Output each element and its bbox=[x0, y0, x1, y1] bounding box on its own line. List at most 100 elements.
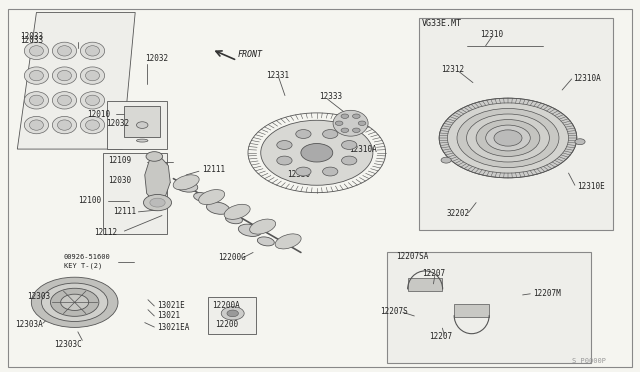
FancyBboxPatch shape bbox=[419, 18, 613, 230]
Circle shape bbox=[323, 129, 338, 138]
Text: 12200G: 12200G bbox=[218, 253, 246, 263]
Text: 12111: 12111 bbox=[113, 207, 136, 217]
Circle shape bbox=[143, 195, 172, 211]
Circle shape bbox=[136, 122, 148, 128]
Ellipse shape bbox=[86, 70, 100, 81]
Polygon shape bbox=[145, 155, 170, 203]
Text: 13021: 13021 bbox=[157, 311, 180, 320]
Ellipse shape bbox=[207, 202, 230, 214]
Circle shape bbox=[353, 128, 360, 132]
Ellipse shape bbox=[136, 139, 148, 142]
Circle shape bbox=[486, 125, 531, 151]
Circle shape bbox=[447, 103, 568, 173]
Ellipse shape bbox=[29, 120, 44, 130]
Circle shape bbox=[335, 121, 343, 125]
Ellipse shape bbox=[52, 67, 77, 84]
Ellipse shape bbox=[257, 237, 275, 246]
Circle shape bbox=[51, 288, 99, 316]
Ellipse shape bbox=[52, 42, 77, 60]
Ellipse shape bbox=[24, 42, 49, 60]
Text: S P0000P: S P0000P bbox=[572, 358, 605, 365]
Ellipse shape bbox=[58, 46, 72, 56]
Text: 12207M: 12207M bbox=[534, 289, 561, 298]
Text: 12207S: 12207S bbox=[381, 307, 408, 316]
Circle shape bbox=[61, 294, 89, 310]
Circle shape bbox=[439, 98, 577, 178]
Ellipse shape bbox=[194, 193, 211, 202]
FancyBboxPatch shape bbox=[8, 9, 632, 367]
Circle shape bbox=[457, 109, 559, 167]
Text: 12032: 12032 bbox=[106, 119, 130, 128]
Ellipse shape bbox=[52, 92, 77, 109]
Text: 12310A: 12310A bbox=[349, 145, 376, 154]
Circle shape bbox=[42, 283, 108, 321]
Ellipse shape bbox=[24, 116, 49, 134]
Circle shape bbox=[301, 144, 333, 162]
Ellipse shape bbox=[29, 95, 44, 106]
FancyBboxPatch shape bbox=[124, 106, 160, 137]
Circle shape bbox=[467, 114, 549, 162]
Text: 12331: 12331 bbox=[266, 71, 289, 80]
Circle shape bbox=[260, 120, 373, 185]
Text: 12333: 12333 bbox=[319, 92, 342, 101]
Text: 12033: 12033 bbox=[20, 32, 44, 41]
Ellipse shape bbox=[86, 120, 100, 130]
Circle shape bbox=[296, 167, 311, 176]
Text: 12303A: 12303A bbox=[15, 320, 43, 329]
Circle shape bbox=[296, 129, 311, 138]
Circle shape bbox=[341, 128, 349, 132]
Text: 12200: 12200 bbox=[215, 320, 238, 329]
Text: 12030: 12030 bbox=[108, 176, 132, 185]
Ellipse shape bbox=[81, 116, 104, 134]
Circle shape bbox=[441, 157, 451, 163]
FancyBboxPatch shape bbox=[103, 153, 167, 234]
Text: 12010: 12010 bbox=[88, 109, 111, 119]
Circle shape bbox=[323, 167, 338, 176]
Text: 12112: 12112 bbox=[94, 228, 117, 237]
Circle shape bbox=[494, 130, 522, 146]
FancyBboxPatch shape bbox=[106, 101, 167, 149]
Ellipse shape bbox=[86, 95, 100, 106]
Circle shape bbox=[227, 310, 239, 317]
Bar bbox=[454, 304, 489, 317]
Circle shape bbox=[150, 198, 165, 207]
Text: 12310A: 12310A bbox=[573, 74, 602, 83]
Ellipse shape bbox=[250, 219, 276, 234]
Text: 13021EA: 13021EA bbox=[157, 323, 190, 331]
Ellipse shape bbox=[81, 42, 104, 60]
Ellipse shape bbox=[24, 67, 49, 84]
Ellipse shape bbox=[81, 92, 104, 109]
Text: FRONT: FRONT bbox=[237, 51, 262, 60]
Ellipse shape bbox=[198, 190, 225, 205]
Text: 12033: 12033 bbox=[20, 36, 44, 45]
Circle shape bbox=[353, 114, 360, 118]
Text: 12200A: 12200A bbox=[212, 301, 239, 311]
Ellipse shape bbox=[29, 70, 44, 81]
Ellipse shape bbox=[29, 46, 44, 56]
Circle shape bbox=[146, 152, 163, 161]
Text: KEY T-(2): KEY T-(2) bbox=[64, 262, 102, 269]
Ellipse shape bbox=[333, 110, 368, 136]
Circle shape bbox=[31, 277, 118, 327]
Ellipse shape bbox=[238, 224, 262, 237]
Text: 12207: 12207 bbox=[429, 332, 452, 341]
Polygon shape bbox=[17, 13, 135, 149]
Text: 12207SA: 12207SA bbox=[396, 251, 429, 261]
Circle shape bbox=[341, 114, 349, 118]
Text: 12207: 12207 bbox=[422, 269, 445, 278]
FancyBboxPatch shape bbox=[387, 253, 591, 363]
Ellipse shape bbox=[225, 215, 243, 224]
Text: 12312: 12312 bbox=[441, 65, 464, 74]
Text: 00926-51600: 00926-51600 bbox=[64, 254, 111, 260]
Circle shape bbox=[342, 141, 357, 150]
Ellipse shape bbox=[52, 116, 77, 134]
Text: VG33E.MT: VG33E.MT bbox=[422, 19, 462, 28]
FancyBboxPatch shape bbox=[209, 297, 256, 334]
Circle shape bbox=[476, 119, 540, 157]
Text: 12109: 12109 bbox=[108, 156, 132, 166]
Circle shape bbox=[358, 121, 366, 125]
Ellipse shape bbox=[86, 46, 100, 56]
Bar bbox=[408, 278, 442, 291]
Ellipse shape bbox=[58, 70, 72, 81]
Ellipse shape bbox=[58, 95, 72, 106]
